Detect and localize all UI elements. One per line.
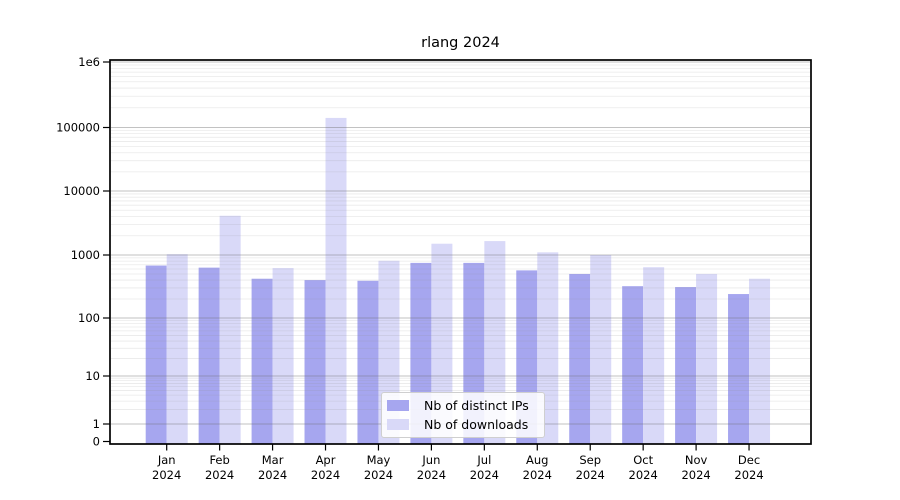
bar-downloads-nov: [696, 273, 718, 444]
bar-distinct-ips-mar: [251, 278, 273, 444]
x-tick-label-month: Jul: [476, 453, 491, 467]
legend-swatch-distinct-ips: [387, 400, 409, 411]
x-tick-label-year: 2024: [311, 468, 340, 482]
x-tick-label-month: Aug: [526, 453, 548, 467]
legend-entry-downloads: Nb of downloads: [387, 417, 544, 432]
bar-downloads-oct: [643, 267, 665, 444]
x-tick-label-month: May: [367, 453, 391, 467]
bar-downloads-apr: [325, 117, 347, 444]
x-tick-label-year: 2024: [734, 468, 763, 482]
chart-title: rlang 2024: [421, 35, 500, 51]
bar-downloads-feb: [219, 215, 241, 444]
x-tick-label-month: Jun: [421, 453, 440, 467]
legend-entry-distinct-ips: Nb of distinct IPs: [387, 398, 544, 413]
bar-downloads-sep: [590, 255, 612, 444]
y-tick-label: 0: [93, 435, 100, 449]
bar-distinct-ips-may: [357, 280, 379, 444]
legend-label-distinct-ips: Nb of distinct IPs: [424, 398, 529, 413]
x-tick-label-year: 2024: [523, 468, 552, 482]
x-tick-label-year: 2024: [205, 468, 234, 482]
legend-swatch-downloads: [387, 419, 409, 430]
bar-downloads-dec: [749, 278, 771, 444]
x-tick-label-month: Apr: [316, 453, 336, 467]
y-tick-label: 10000: [63, 184, 100, 198]
bar-downloads-mar: [272, 268, 294, 444]
x-tick-label-year: 2024: [152, 468, 181, 482]
y-tick-label: 100000: [56, 121, 100, 135]
bar-downloads-jan: [166, 254, 188, 444]
bar-distinct-ips-nov: [675, 287, 697, 444]
bar-distinct-ips-sep: [569, 273, 591, 444]
x-tick-label-year: 2024: [629, 468, 658, 482]
x-tick-label-month: Dec: [738, 453, 760, 467]
x-tick-label-month: Mar: [262, 453, 284, 467]
x-tick-label-year: 2024: [417, 468, 446, 482]
bar-distinct-ips-dec: [728, 294, 750, 444]
x-tick-label-month: Feb: [209, 453, 229, 467]
x-tick-label-month: Sep: [579, 453, 601, 467]
bar-distinct-ips-oct: [622, 286, 644, 444]
legend: Nb of distinct IPs Nb of downloads: [381, 392, 545, 438]
x-tick-label-month: Oct: [633, 453, 653, 467]
legend-label-downloads: Nb of downloads: [424, 417, 529, 432]
x-tick-label-year: 2024: [576, 468, 605, 482]
bar-distinct-ips-jan: [145, 265, 167, 444]
x-tick-label-year: 2024: [258, 468, 287, 482]
bar-distinct-ips-apr: [304, 280, 326, 444]
y-tick-label: 1000: [71, 248, 100, 262]
x-tick-label-month: Nov: [685, 453, 708, 467]
y-tick-label: 1e6: [78, 55, 100, 69]
axes-frame: [109, 59, 812, 445]
y-tick-label: 100: [78, 311, 100, 325]
x-tick-label-year: 2024: [681, 468, 710, 482]
bar-distinct-ips-feb: [198, 267, 220, 444]
y-tick-label: 10: [85, 369, 100, 383]
x-tick-label-year: 2024: [470, 468, 499, 482]
x-tick-label-year: 2024: [364, 468, 393, 482]
x-tick-label-month: Jan: [157, 453, 176, 467]
y-tick-label: 1: [93, 417, 100, 431]
